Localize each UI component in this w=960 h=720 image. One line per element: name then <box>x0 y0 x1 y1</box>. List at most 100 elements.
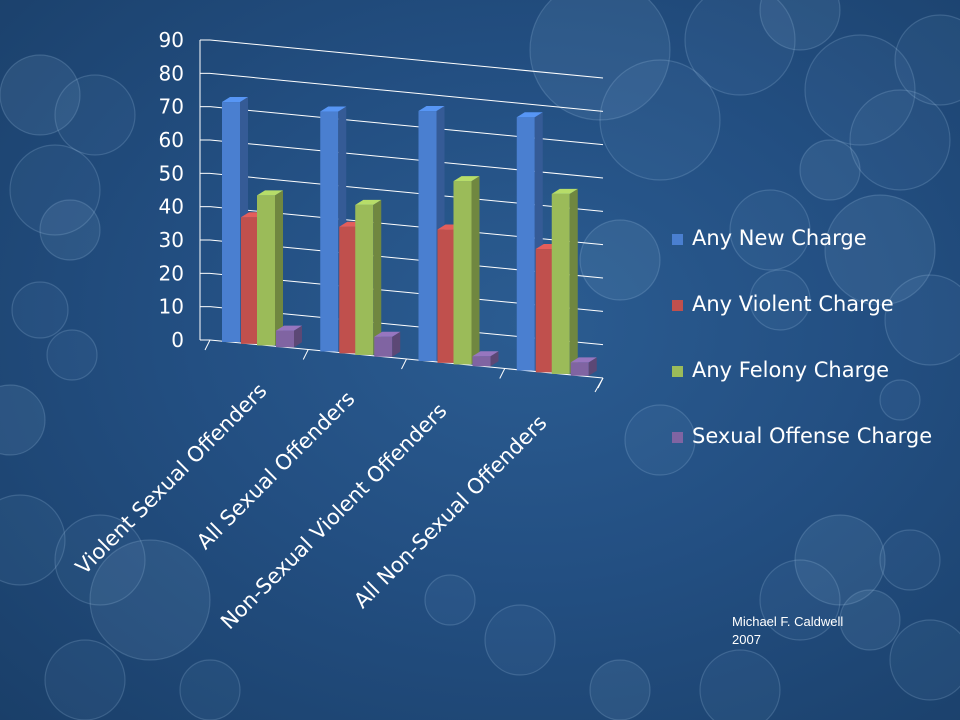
bar <box>276 325 302 348</box>
x-tick-mark <box>597 377 604 389</box>
legend-item: Any Felony Charge <box>672 354 952 420</box>
bar-top <box>355 199 382 205</box>
bubble-circle <box>579 219 661 301</box>
legend-item: Sexual Offense Charge <box>672 420 952 486</box>
bubble-circle <box>589 659 651 720</box>
bubble-circle <box>599 59 721 181</box>
bar-front <box>222 102 240 343</box>
bar-front <box>339 226 358 354</box>
bar-front <box>472 356 491 367</box>
bar-top <box>374 331 401 337</box>
bubble-circle <box>879 379 921 421</box>
bar <box>374 331 401 357</box>
bar-top <box>276 325 302 331</box>
bubble-circle <box>794 514 886 606</box>
bar-side <box>275 190 283 346</box>
bar-side <box>588 357 597 376</box>
bubble-circle <box>54 74 136 156</box>
legend-label: Any Felony Charge <box>692 358 890 382</box>
gridline <box>209 39 604 79</box>
bar-front <box>320 111 339 352</box>
bar-top <box>257 190 283 196</box>
bar <box>355 199 382 355</box>
y-tick-label: 90 <box>159 28 184 52</box>
bubble-circle <box>484 604 556 676</box>
source-year: 2007 <box>732 632 761 647</box>
bar-side <box>569 188 578 374</box>
bar <box>453 176 480 365</box>
bubble-circle <box>54 514 146 606</box>
bubble-circle <box>879 529 941 591</box>
bubble-circle <box>884 274 960 366</box>
bubble-circle <box>839 589 901 651</box>
legend-label: Sexual Offense Charge <box>692 424 933 448</box>
x-tick-mark <box>499 368 506 379</box>
bubble-circle <box>11 281 69 339</box>
gridline <box>209 139 604 179</box>
bubble-circle <box>759 559 841 641</box>
legend-label: Any Violent Charge <box>692 292 894 316</box>
bubble-circle <box>44 639 126 720</box>
y-tick-label: 70 <box>159 95 184 119</box>
bubble-circle <box>39 199 101 261</box>
source-citation: Michael F. Caldwell 2007 <box>732 613 932 649</box>
bubble-circle <box>179 659 241 720</box>
legend-swatch <box>672 300 683 311</box>
bubble-circle <box>749 269 811 331</box>
bubble-circle <box>0 494 66 586</box>
bar-side <box>392 331 401 357</box>
bar-front <box>516 117 535 371</box>
source-author: Michael F. Caldwell <box>732 614 844 629</box>
bar-front <box>276 330 294 348</box>
bubble-circle <box>889 619 960 701</box>
bubble-circle <box>849 89 951 191</box>
y-tick-label: 40 <box>159 195 184 219</box>
bubble-circle <box>684 0 796 96</box>
bar-front <box>535 249 554 373</box>
bubble-circle <box>729 189 811 271</box>
bar <box>551 188 578 374</box>
bubble-circle <box>799 139 861 201</box>
y-tick-label: 60 <box>159 128 184 152</box>
legend-swatch <box>672 432 683 443</box>
bar-top <box>472 351 499 357</box>
bar-front <box>453 181 472 365</box>
gridline <box>209 72 604 112</box>
bar-top <box>418 106 445 112</box>
x-category-label: Non-Sexual Violent Offenders <box>216 399 452 635</box>
bar <box>570 357 597 376</box>
x-category-label: All Non-Sexual Offenders <box>349 411 551 613</box>
bar-front <box>241 217 259 344</box>
bubble-circle <box>894 14 960 106</box>
bar <box>257 190 283 346</box>
y-tick-label: 80 <box>159 61 184 85</box>
bar-side <box>471 176 480 365</box>
bubble-circle <box>699 649 781 720</box>
bar-front <box>551 193 570 374</box>
x-tick-mark <box>302 349 309 360</box>
bar <box>472 351 499 367</box>
bar-front <box>257 195 275 346</box>
bubble-circle <box>529 0 671 121</box>
x-category-label: Violent Sexual Offenders <box>71 379 272 580</box>
legend-swatch <box>672 366 683 377</box>
y-tick-label: 20 <box>159 261 184 285</box>
x-tick-mark <box>401 358 407 370</box>
bar-front <box>374 336 393 357</box>
bar-top <box>516 112 543 118</box>
bubble-circle <box>824 194 936 306</box>
x-tick-mark <box>204 339 211 351</box>
legend-item: Any Violent Charge <box>672 288 952 354</box>
bar-front <box>570 362 589 376</box>
y-tick-label: 30 <box>159 228 184 252</box>
y-tick-label: 0 <box>171 328 184 352</box>
bar-top <box>320 106 347 112</box>
bubble-circle <box>804 34 916 146</box>
bar-top <box>453 176 480 182</box>
bubble-circle <box>759 0 841 51</box>
legend-swatch <box>672 234 683 245</box>
bar-front <box>437 229 456 363</box>
